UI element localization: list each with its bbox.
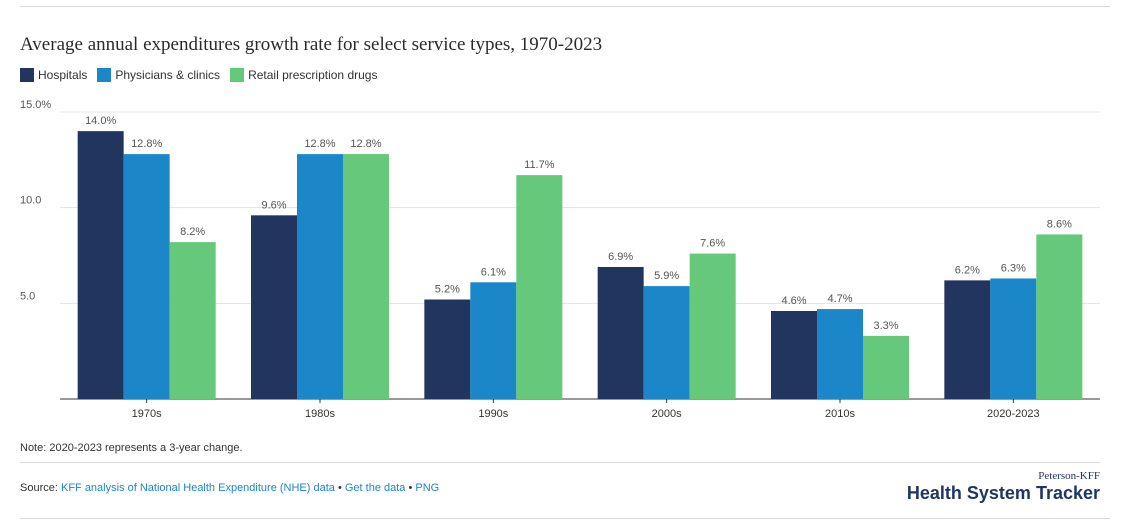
data-label: 8.2% [180, 226, 205, 238]
legend-label-physicians: Physicians & clinics [115, 68, 221, 82]
brand-logo[interactable]: Peterson-KFF Health System Tracker [907, 470, 1100, 504]
data-label: 6.2% [955, 264, 980, 276]
bar [424, 299, 471, 399]
top-rule [20, 6, 1110, 7]
data-label: 4.6% [781, 295, 806, 307]
chart-note: Note: 2020-2023 represents a 3-year chan… [20, 442, 243, 454]
x-tick-label: 1990s [478, 408, 508, 420]
data-label: 5.2% [435, 284, 460, 296]
bar [944, 280, 991, 399]
bar [817, 309, 863, 399]
bar [297, 154, 343, 399]
brand-small-text: Peterson-KFF [1038, 470, 1100, 482]
y-tick-label: 5.0 [20, 290, 35, 302]
legend-label-hospitals: Hospitals [38, 68, 88, 82]
source-line: Source: KFF analysis of National Health … [20, 482, 439, 494]
data-label: 4.7% [827, 293, 852, 305]
bar [77, 131, 124, 399]
data-label: 3.3% [873, 320, 898, 332]
data-label: 11.7% [524, 159, 555, 171]
bar [1036, 234, 1083, 399]
data-label: 8.6% [1047, 218, 1072, 230]
data-label: 6.3% [1001, 262, 1026, 274]
bar [470, 282, 517, 399]
data-label: 6.1% [481, 266, 506, 278]
chart-title: Average annual expenditures growth rate … [20, 34, 603, 55]
bar [597, 266, 644, 399]
mid-rule [20, 462, 1100, 463]
bar [169, 242, 216, 399]
brand-big-text: Health System Tracker [906, 483, 1100, 503]
bottom-rule [20, 518, 1110, 519]
source-label: Source: [20, 482, 58, 494]
bar [771, 310, 817, 399]
bar [863, 335, 909, 399]
data-label: 9.6% [261, 199, 286, 211]
bar [643, 286, 690, 399]
bar [343, 154, 389, 399]
legend-item-physicians: Physicians & clinics [97, 68, 220, 82]
x-tick-label: 2020-2023 [987, 408, 1040, 420]
png-download-link[interactable]: PNG [415, 482, 440, 494]
x-tick-label: 1970s [132, 408, 162, 420]
data-label: 12.8% [350, 138, 381, 150]
bar-chart: 5.0 10.0 15.0% 14.0% 12.8% 8.2% 1970s 9.6% 12.8%… [20, 99, 1100, 420]
source-separator: • [337, 482, 342, 494]
data-label: 6.9% [608, 251, 633, 263]
source-separator: • [408, 482, 413, 494]
legend-item-hospitals: Hospitals [20, 68, 87, 82]
data-label: 14.0% [85, 115, 116, 127]
legend-swatch-physicians [97, 68, 112, 82]
y-tick-label: 10.0 [20, 195, 41, 207]
legend-swatch-hospitals [20, 68, 34, 82]
y-tick-label: 15.0% [20, 99, 51, 111]
legend: Hospitals Physicians & clinics Retail pr… [20, 68, 377, 82]
get-the-data-link[interactable]: Get the data [344, 482, 406, 494]
source-link-nhe[interactable]: KFF analysis of National Health Expendit… [60, 482, 335, 494]
bar [251, 215, 297, 399]
data-label: 5.9% [654, 270, 679, 282]
legend-label-drugs: Retail prescription drugs [248, 68, 378, 82]
x-tick-label: 1980s [305, 408, 335, 420]
data-label: 7.6% [700, 238, 725, 250]
bar [516, 175, 563, 399]
legend-swatch-drugs [230, 68, 245, 82]
bar [689, 253, 736, 399]
data-label: 12.8% [304, 138, 335, 150]
x-tick-label: 2000s [652, 408, 682, 420]
x-tick-label: 2010s [825, 408, 855, 420]
bar [123, 154, 170, 399]
legend-item-drugs: Retail prescription drugs [230, 68, 377, 82]
bar [990, 278, 1037, 399]
data-label: 12.8% [131, 138, 162, 150]
